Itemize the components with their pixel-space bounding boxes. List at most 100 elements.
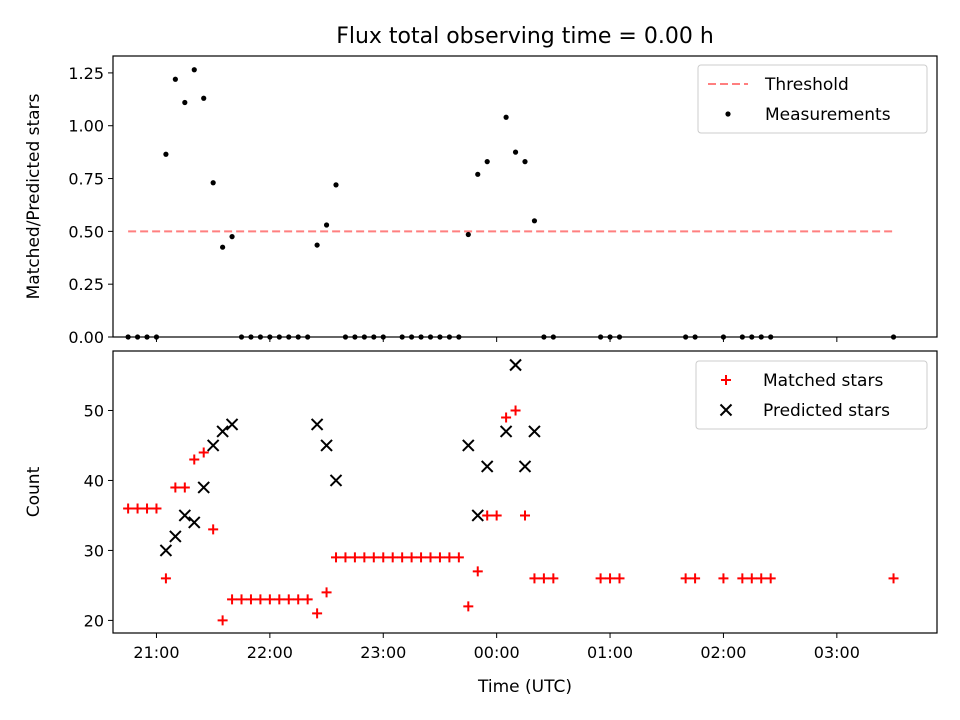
matched-point — [406, 552, 417, 563]
legend-box — [697, 64, 928, 134]
matched-point — [208, 524, 219, 535]
matched-point — [718, 573, 729, 584]
y-tick-label: 1.00 — [68, 117, 104, 136]
measurement-point — [229, 234, 235, 240]
matched-point — [529, 573, 540, 584]
matched-point — [482, 510, 493, 521]
matched-point — [227, 594, 238, 605]
predicted-point — [528, 425, 541, 438]
axes-frame — [112, 55, 938, 338]
legend-label: Threshold — [764, 75, 849, 95]
matched-point — [444, 552, 455, 563]
matched-point — [756, 573, 767, 584]
matched-point — [302, 594, 313, 605]
legend-matched-swatch — [721, 375, 731, 385]
matched-point — [425, 552, 436, 563]
top-panel: 0.00 0.25 0.50 0.75 1.00 1.25 Matched/Predicte… — [24, 55, 938, 347]
matched-point — [312, 608, 323, 619]
axes-frame — [112, 350, 938, 634]
predicted-point — [216, 425, 229, 438]
y-tick-label: 20 — [84, 611, 104, 630]
y-tick-label: 0.25 — [68, 275, 104, 294]
measurement-point — [531, 218, 538, 224]
matched-point — [491, 510, 502, 521]
matched-point — [123, 503, 134, 514]
matched-point — [416, 552, 427, 563]
matched-point — [340, 552, 351, 563]
y-tick-label: 30 — [84, 541, 104, 560]
measurement-point — [333, 182, 339, 188]
y-axis-label: Matched/Predicted stars — [24, 93, 44, 299]
matched-point — [151, 503, 162, 514]
matched-point — [765, 573, 776, 584]
predicted-point — [471, 509, 484, 522]
x-tick-label: 22:00 — [247, 643, 293, 662]
predicted-point — [159, 544, 173, 557]
matched-point — [349, 552, 360, 563]
matched-point — [888, 573, 899, 584]
legend-label: Matched stars — [763, 371, 883, 391]
legend-box — [695, 360, 928, 430]
predicted-point — [329, 474, 343, 487]
predicted-point — [188, 516, 201, 529]
y-tick-label: 1.25 — [68, 64, 104, 83]
y-axis-label: Count — [24, 466, 44, 517]
matched-point — [614, 573, 625, 584]
matched-point — [189, 454, 200, 465]
matched-point — [510, 405, 521, 416]
predicted-point — [480, 460, 494, 473]
matched-point — [170, 482, 181, 493]
y-tick-label: 40 — [84, 471, 104, 490]
bottom-panel: 20 30 40 50 21:00 22:00 23:00 00:00 01:00 02:00 03… — [24, 350, 938, 662]
matched-point — [472, 566, 483, 577]
x-tick-label: 03:00 — [814, 643, 860, 662]
y-tick-label: 0.50 — [68, 222, 104, 241]
matched-point — [359, 552, 370, 563]
matched-point — [548, 573, 559, 584]
matched-point — [179, 482, 190, 493]
legend-label: Measurements — [765, 105, 891, 125]
measurement-point — [163, 151, 169, 157]
x-tick-label: 23:00 — [360, 643, 406, 662]
legend: Threshold Measurements — [697, 64, 928, 134]
measurement-point — [182, 99, 188, 106]
matched-point — [746, 573, 757, 584]
matched-point — [236, 594, 247, 605]
measurement-point — [220, 244, 226, 250]
measurement-point — [172, 76, 178, 82]
legend-label: Predicted stars — [763, 401, 890, 421]
matched-point — [501, 412, 512, 423]
matched-point — [245, 594, 256, 605]
predicted-point — [462, 439, 475, 452]
predicted-point — [197, 481, 210, 494]
predicted-point — [310, 418, 324, 431]
measurement-point — [503, 114, 509, 120]
predicted-point — [206, 439, 220, 452]
measurement-point — [323, 222, 330, 228]
matched-point — [463, 601, 474, 612]
matched-point — [680, 573, 691, 584]
measurement-point — [191, 67, 197, 73]
matched-point — [331, 552, 342, 563]
predicted-point — [509, 358, 522, 372]
predicted-point — [518, 460, 532, 473]
matched-point — [520, 510, 530, 521]
x-axis-label: Time (UTC) — [477, 677, 572, 697]
measurement-point — [475, 171, 481, 177]
predicted-point — [320, 439, 333, 452]
x-tick-label: 21:00 — [133, 643, 179, 662]
matched-point — [293, 594, 304, 605]
matched-point — [283, 594, 294, 605]
matched-point — [160, 573, 171, 584]
matched-point — [538, 573, 549, 584]
measurement-point — [210, 180, 216, 186]
measurement-point — [314, 242, 320, 248]
legend-predicted-swatch — [719, 403, 733, 417]
matched-point — [368, 552, 379, 563]
matched-point — [142, 503, 153, 514]
matched-point — [397, 552, 408, 563]
predicted-point — [169, 530, 182, 543]
matched-point — [605, 573, 616, 584]
matched-point — [217, 615, 228, 626]
